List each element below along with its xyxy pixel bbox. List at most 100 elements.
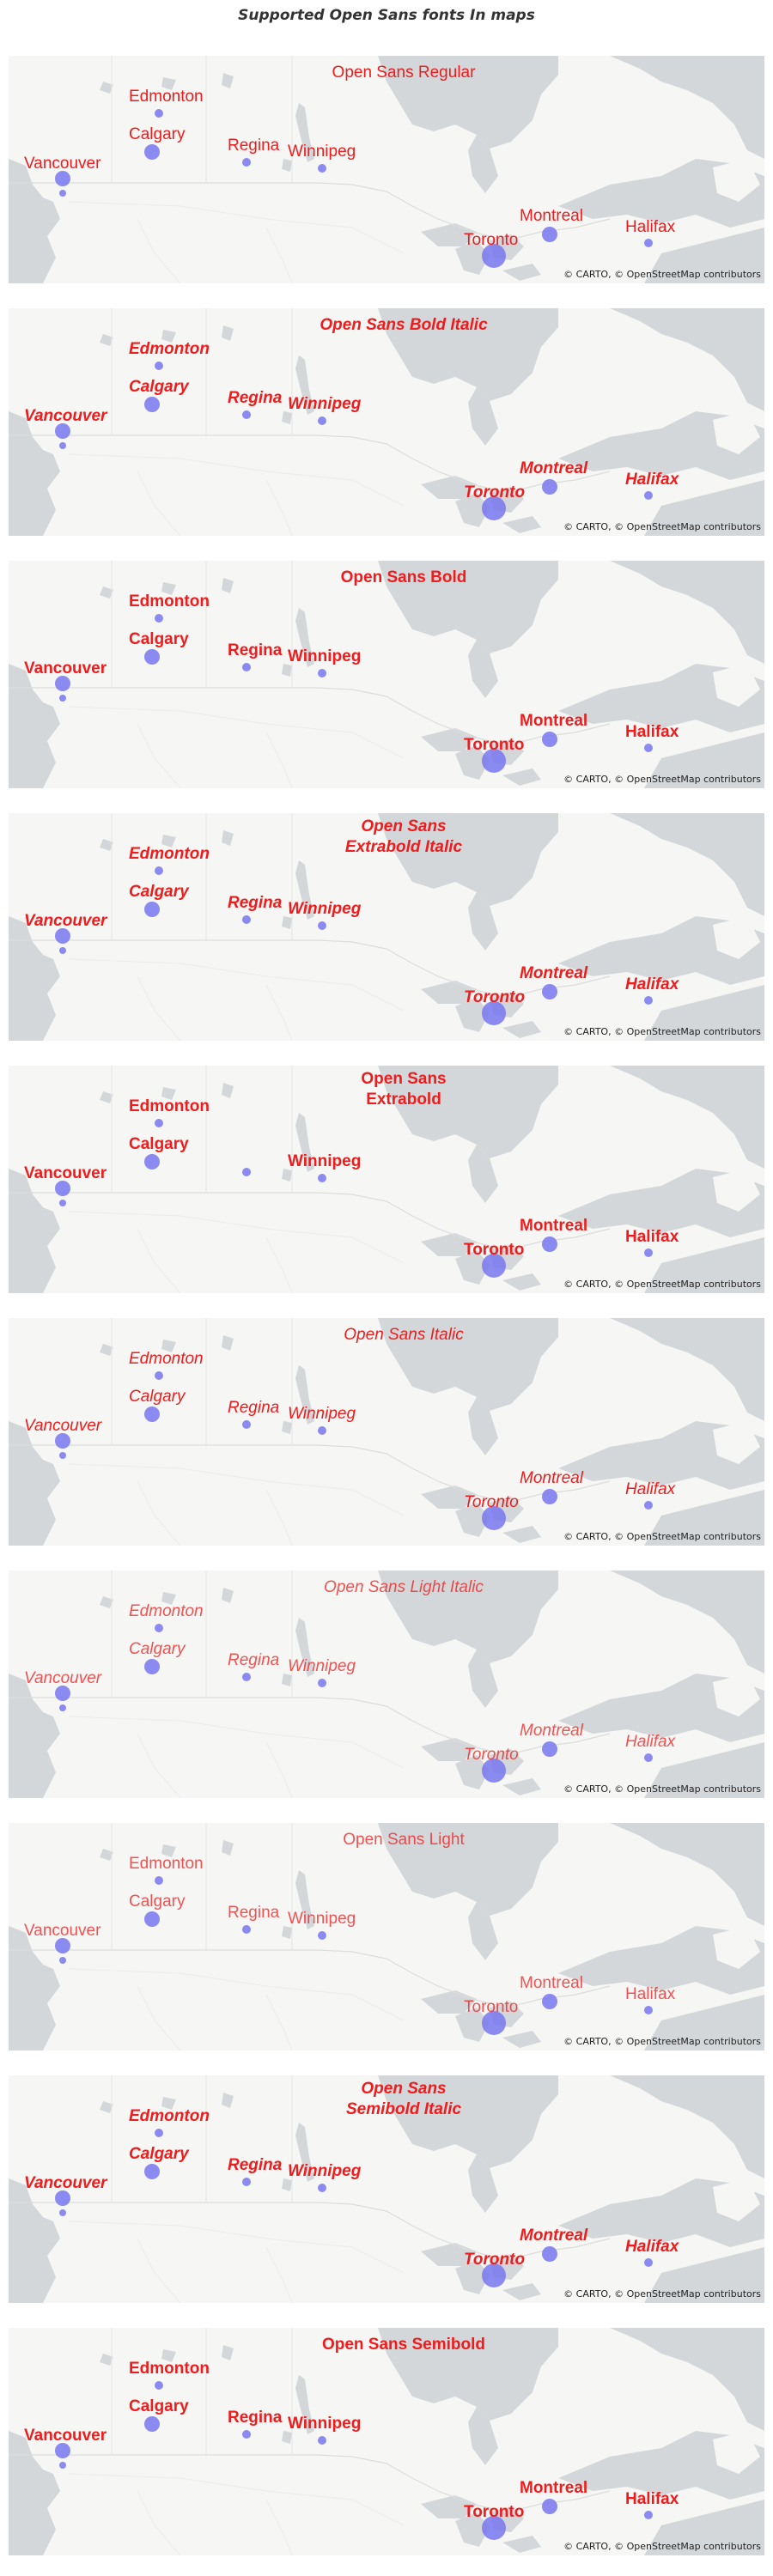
city-marker[interactable] [144,902,160,917]
city-marker[interactable] [55,2443,70,2458]
city-marker[interactable] [318,2184,326,2192]
map-attribution[interactable]: © CARTO, © OpenStreetMap contributors [563,1279,761,1290]
city-marker[interactable] [318,669,326,677]
city-marker[interactable] [242,1420,251,1429]
city-marker[interactable] [55,676,70,691]
city-marker[interactable] [542,1994,557,2009]
city-marker[interactable] [55,1181,70,1196]
map-attribution[interactable]: © CARTO, © OpenStreetMap contributors [563,2288,761,2300]
city-marker[interactable] [155,109,163,118]
map-panel[interactable]: Open Sans Extrabold Italic Vancouver Edmont… [9,813,764,1041]
map-attribution[interactable]: © CARTO, © OpenStreetMap contributors [563,2541,761,2552]
city-marker[interactable] [644,1249,653,1257]
city-marker[interactable] [242,2178,251,2186]
city-marker[interactable] [144,1659,160,1674]
city-marker[interactable] [482,496,506,520]
city-marker[interactable] [59,190,66,197]
city-marker[interactable] [644,239,653,247]
city-marker[interactable] [318,1174,326,1182]
city-marker[interactable] [542,984,557,999]
city-marker[interactable] [318,164,326,173]
city-marker[interactable] [482,2516,506,2540]
city-marker[interactable] [155,1119,163,1127]
map-attribution[interactable]: © CARTO, © OpenStreetMap contributors [563,1783,761,1795]
city-marker[interactable] [482,1001,506,1025]
city-marker[interactable] [644,1753,653,1762]
city-marker[interactable] [59,1200,66,1206]
map-attribution[interactable]: © CARTO, © OpenStreetMap contributors [563,2036,761,2047]
city-marker[interactable] [542,479,557,495]
city-marker[interactable] [242,158,251,167]
city-marker[interactable] [55,1686,70,1701]
city-marker[interactable] [318,1426,326,1435]
city-marker[interactable] [482,749,506,773]
city-marker[interactable] [242,2430,251,2439]
city-marker[interactable] [318,1679,326,1687]
city-marker[interactable] [644,996,653,1005]
city-marker[interactable] [144,144,160,160]
city-marker[interactable] [242,915,251,924]
city-marker[interactable] [644,744,653,752]
city-marker[interactable] [482,1759,506,1783]
map-panel[interactable]: Open Sans Semibold Italic Vancouver Edmonto… [9,2075,764,2303]
city-marker[interactable] [155,1371,163,1380]
map-panel[interactable]: Open Sans Bold Vancouver Edmonton Calgary Re… [9,561,764,788]
city-marker[interactable] [318,2436,326,2445]
city-marker[interactable] [542,1489,557,1504]
city-marker[interactable] [144,397,160,412]
city-marker[interactable] [59,947,66,954]
city-marker[interactable] [482,244,506,268]
city-marker[interactable] [318,921,326,930]
city-marker[interactable] [59,1704,66,1711]
city-marker[interactable] [144,2164,160,2179]
city-marker[interactable] [155,361,163,370]
city-marker[interactable] [59,2209,66,2216]
map-panel[interactable]: Open Sans Extrabold Vancouver Edmonton Calga… [9,1066,764,1293]
city-marker[interactable] [242,1673,251,1681]
map-attribution[interactable]: © CARTO, © OpenStreetMap contributors [563,521,761,532]
city-marker[interactable] [55,1433,70,1449]
city-marker[interactable] [644,2258,653,2267]
city-marker[interactable] [644,1501,653,1510]
city-marker[interactable] [542,1236,557,1252]
map-panel[interactable]: Open Sans Italic Vancouver Edmonton Calgary… [9,1318,764,1546]
city-marker[interactable] [55,928,70,944]
city-marker[interactable] [482,2011,506,2035]
city-marker[interactable] [155,1876,163,1885]
map-attribution[interactable]: © CARTO, © OpenStreetMap contributors [563,1026,761,1037]
city-marker[interactable] [318,1931,326,1940]
city-marker[interactable] [242,410,251,419]
city-marker[interactable] [542,732,557,747]
city-marker[interactable] [144,1406,160,1422]
city-marker[interactable] [644,2006,653,2014]
map-panel[interactable]: Open Sans Regular Vancouver Edmonton Calgar… [9,56,764,283]
city-marker[interactable] [144,649,160,665]
map-attribution[interactable]: © CARTO, © OpenStreetMap contributors [563,1531,761,1542]
city-marker[interactable] [542,2246,557,2262]
city-marker[interactable] [155,2381,163,2390]
map-panel[interactable]: Open Sans Light Italic Vancouver Edmonton C… [9,1571,764,1798]
city-marker[interactable] [155,2129,163,2137]
map-attribution[interactable]: © CARTO, © OpenStreetMap contributors [563,269,761,280]
map-panel[interactable]: Open Sans Bold Italic Vancouver Edmonton Ca… [9,308,764,536]
city-marker[interactable] [55,423,70,439]
city-marker[interactable] [482,2263,506,2287]
map-panel[interactable]: Open Sans Light Vancouver Edmonton Calgary R… [9,1823,764,2050]
city-marker[interactable] [318,416,326,425]
city-marker[interactable] [242,663,251,671]
city-marker[interactable] [59,442,66,449]
city-marker[interactable] [59,2462,66,2469]
city-marker[interactable] [59,1957,66,1964]
city-marker[interactable] [644,2511,653,2519]
city-marker[interactable] [55,171,70,186]
city-marker[interactable] [59,1452,66,1459]
city-marker[interactable] [144,1911,160,1927]
city-marker[interactable] [59,695,66,702]
city-marker[interactable] [644,491,653,500]
city-marker[interactable] [155,1624,163,1632]
city-marker[interactable] [155,614,163,623]
city-marker[interactable] [542,2499,557,2514]
city-marker[interactable] [55,2190,70,2206]
map-attribution[interactable]: © CARTO, © OpenStreetMap contributors [563,774,761,785]
city-marker[interactable] [144,2416,160,2432]
